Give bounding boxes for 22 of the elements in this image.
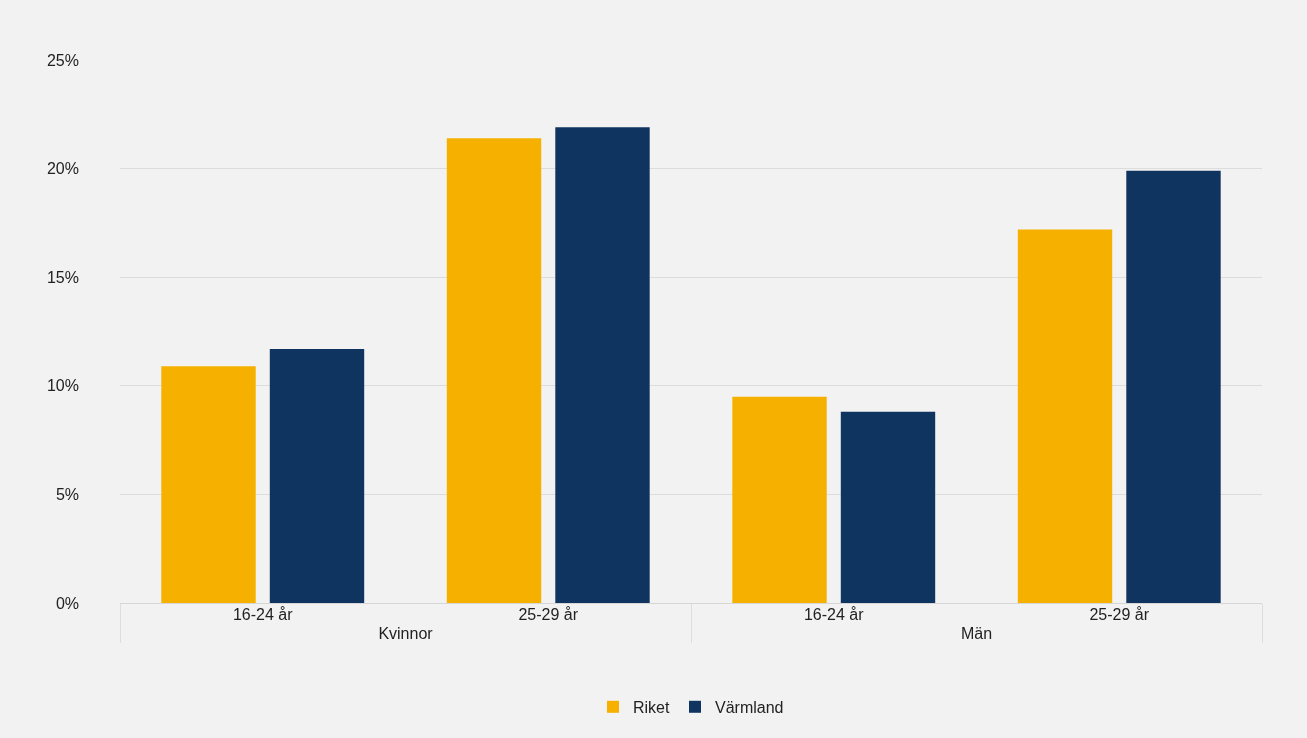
x-tick-label: 25-29 år bbox=[1089, 606, 1150, 623]
y-tick-label: 0% bbox=[55, 594, 79, 612]
x-tick-label: 16-24 år bbox=[803, 606, 865, 623]
y-tick-label: 20% bbox=[46, 160, 79, 178]
legend-label: Värmland bbox=[715, 699, 784, 717]
y-tick-label: 10% bbox=[46, 377, 79, 395]
x-tick-label: 25-29 år bbox=[518, 606, 579, 623]
bar bbox=[161, 366, 256, 603]
x-tick-label: 16-24 år bbox=[232, 606, 294, 623]
legend-label: Riket bbox=[633, 699, 671, 717]
bar bbox=[555, 127, 650, 603]
y-tick-label: 25% bbox=[46, 51, 79, 69]
bar bbox=[1126, 170, 1221, 603]
bar bbox=[269, 348, 365, 603]
text: Män bbox=[960, 625, 993, 642]
bar bbox=[840, 411, 936, 603]
text: Kvinnor bbox=[378, 625, 434, 642]
y-tick-label: 5% bbox=[55, 486, 79, 503]
bar bbox=[732, 396, 827, 603]
bar bbox=[446, 138, 542, 603]
bar bbox=[1017, 229, 1113, 603]
y-tick-label: 15% bbox=[46, 268, 79, 286]
